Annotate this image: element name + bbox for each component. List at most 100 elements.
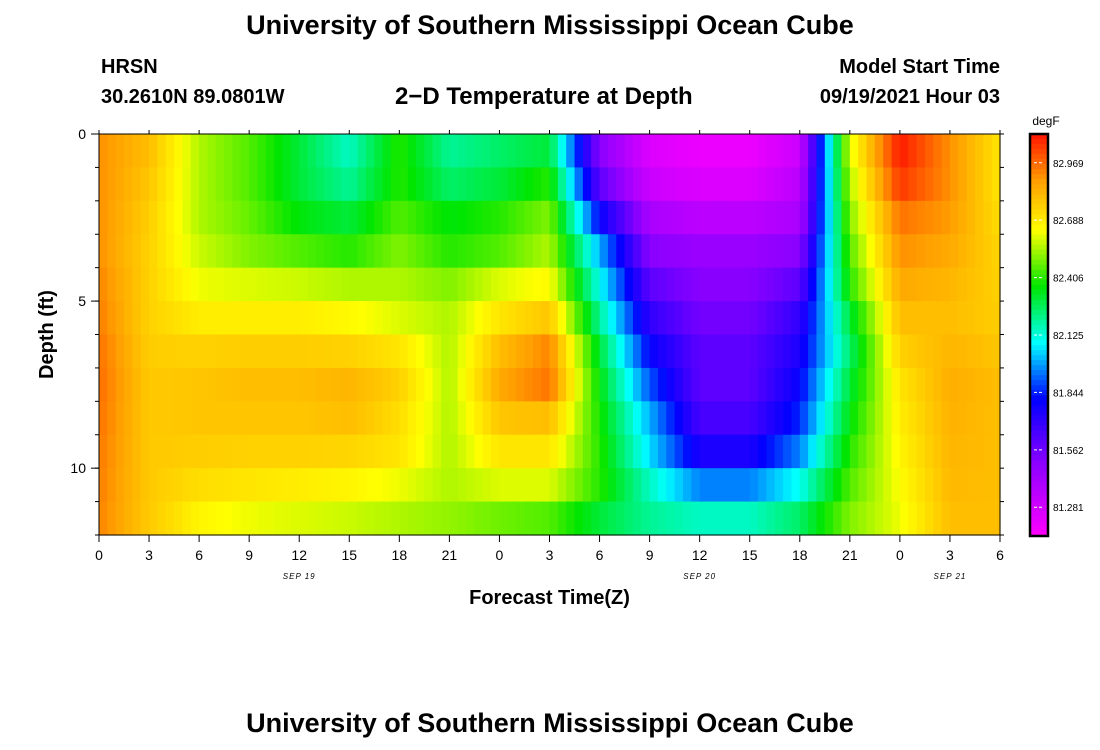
heatmap-cell [549,501,559,536]
heatmap-cell [624,401,634,436]
heatmap-cell [599,367,609,402]
heatmap-cell [365,468,375,503]
x-tick-label: 15 [742,547,758,563]
heatmap-cell [791,301,801,336]
heatmap-cell [149,367,158,402]
heatmap-cell [240,134,250,169]
heatmap-cell [916,234,926,269]
heatmap-cell [157,434,167,469]
colorbar-segment [1030,304,1048,311]
heatmap-cell [365,167,375,202]
heatmap-cell [232,267,242,302]
heatmap-cell [657,334,667,369]
heatmap-cell [516,367,526,402]
heatmap-cell [374,134,384,169]
heatmap-cell [424,301,434,336]
heatmap-cell [207,434,217,469]
heatmap-cell [499,334,509,369]
heatmap-cell [474,200,484,235]
heatmap-cell [682,334,692,369]
heatmap-cell [140,267,150,302]
x-tick-label: 15 [341,547,357,563]
heatmap-cell [249,200,259,235]
heatmap-cell [107,334,117,369]
heatmap-cell [491,301,501,336]
heatmap-cell [215,234,225,269]
heatmap-cell [933,468,943,503]
heatmap-cell [499,134,509,169]
heatmap-cell [416,200,425,235]
heatmap-cell [599,234,609,269]
heatmap-cell [908,468,918,503]
heatmap-cell [632,367,642,402]
heatmap-cell [966,267,976,302]
heatmap-cell [491,134,501,169]
heatmap-cell [574,267,584,302]
heatmap-cell [516,334,526,369]
heatmap-cell [240,234,250,269]
heatmap-cell [582,334,592,369]
heatmap-cell [424,267,434,302]
heatmap-cell [624,234,634,269]
heatmap-cell [432,501,442,536]
x-tick-label: 6 [596,547,604,563]
heatmap-cell [499,501,509,536]
heatmap-cell [632,334,642,369]
heatmap-cell [983,167,993,202]
heatmap-cell [140,367,150,402]
heatmap-cell [265,434,275,469]
heatmap-cell [991,234,1001,269]
heatmap-cell [416,301,425,336]
heatmap-cell [265,334,275,369]
heatmap-cell [340,134,350,169]
heatmap-cell [741,267,751,302]
heatmap-cell [766,501,776,536]
heatmap-cell [457,234,467,269]
heatmap-cell [966,468,976,503]
heatmap-cell [649,334,659,369]
colorbar-segment [1030,269,1048,276]
heatmap-cell [607,401,617,436]
heatmap-cell [574,468,584,503]
heatmap-cell [749,468,759,503]
heatmap-cell [582,267,592,302]
heatmap-cell [107,167,117,202]
heatmap-cell [299,501,309,536]
heatmap-cell [733,234,742,269]
heatmap-cell [891,200,901,235]
heatmap-cell [908,501,918,536]
heatmap-cell [574,401,584,436]
heatmap-cell [733,501,742,536]
heatmap-cell [290,468,300,503]
heatmap-cell [724,301,734,336]
heatmap-cell [866,267,876,302]
heatmap-cell [441,334,450,369]
heatmap-cell [274,200,284,235]
colorbar-segment [1030,329,1048,336]
heatmap-cell [991,267,1001,302]
heatmap-cell [107,434,117,469]
heatmap-cell [974,167,984,202]
heatmap-cell [140,301,150,336]
colorbar-segment [1030,149,1048,155]
heatmap-cell [390,434,400,469]
heatmap-cell [641,200,651,235]
heatmap-cell [682,234,692,269]
heatmap-cell [157,134,167,169]
heatmap-cell [874,468,884,503]
heatmap-cell [541,267,551,302]
heatmap-cell [591,301,601,336]
heatmap-cell [691,200,701,235]
heatmap-cell [716,167,726,202]
heatmap-cell [808,200,818,235]
heatmap-cell [190,301,200,336]
heatmap-cell [899,234,909,269]
heatmap-cell [507,367,517,402]
heatmap-cell [674,167,684,202]
heatmap-cell [691,434,701,469]
heatmap-cell [182,200,192,235]
heatmap-cell [265,200,275,235]
heatmap-cell [232,434,242,469]
heatmap-cell [799,501,809,536]
heatmap-cell [566,501,576,536]
